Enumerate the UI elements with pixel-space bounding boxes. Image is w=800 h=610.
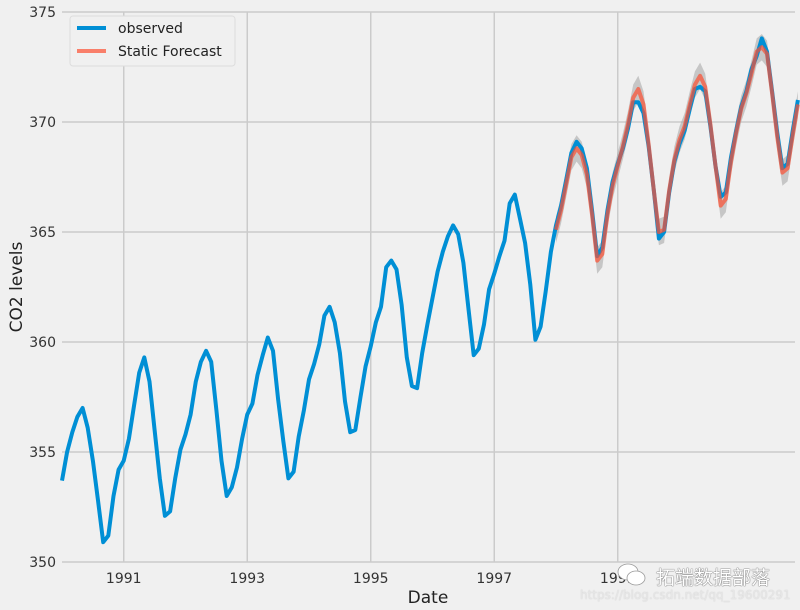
legend-label-forecast: Static Forecast <box>118 44 222 60</box>
x-tick-label: 1995 <box>353 571 389 587</box>
static-forecast-line <box>554 45 800 263</box>
wechat-icon <box>617 563 646 586</box>
y-tick-label: 350 <box>29 555 56 571</box>
x-axis-label: Date <box>408 588 449 608</box>
y-tick-label: 360 <box>29 335 56 351</box>
y-tick-label: 355 <box>29 445 56 461</box>
grid <box>62 11 795 563</box>
y-axis-label: CO2 levels <box>7 241 27 332</box>
y-tick-label: 365 <box>29 225 56 241</box>
legend: observed Static Forecast <box>69 15 236 67</box>
x-tick-label: 1991 <box>106 571 142 587</box>
legend-label-observed: observed <box>118 21 183 37</box>
x-tick-label: 1997 <box>476 571 512 587</box>
y-tick-label: 375 <box>29 5 56 21</box>
x-tick-label: 1993 <box>229 571 265 587</box>
watermark-title: 拓端数据部落 <box>656 567 771 589</box>
watermark-url: https://blog.csdn.net/qq_19600291 <box>580 588 791 602</box>
plot-background <box>62 12 795 562</box>
legend-box <box>69 15 236 67</box>
y-tick-label: 370 <box>29 115 56 131</box>
